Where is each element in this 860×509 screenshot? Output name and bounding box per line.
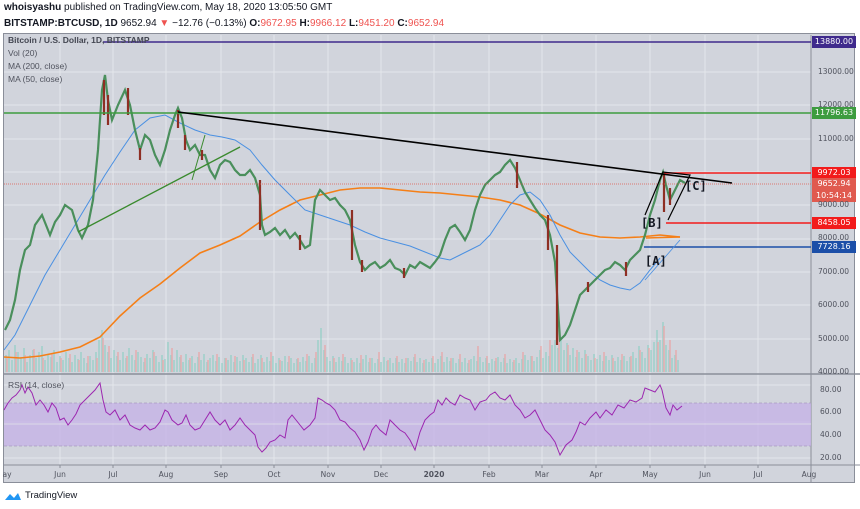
price-axis-label: 6000.00 xyxy=(818,300,850,309)
price-axis-label: 8000.00 xyxy=(818,233,850,242)
price-axis-label: 4000.00 xyxy=(818,367,850,376)
low-label: L: xyxy=(348,18,359,29)
price-axis-label: 11000.00 xyxy=(818,134,854,143)
time-axis-label: May xyxy=(642,470,658,479)
price-change: −12.76 (−0.13%) xyxy=(172,18,247,29)
wedge-pattern xyxy=(644,171,691,221)
wave-label-c: [C] xyxy=(685,179,707,193)
author-name[interactable]: whoisyashu xyxy=(4,2,62,13)
wave-label-b: [B] xyxy=(641,216,663,230)
rsi-line xyxy=(3,381,683,457)
price-axis-label: 5000.00 xyxy=(818,334,850,343)
symbol-name: BITSTAMP:BTCUSD, 1D xyxy=(4,18,118,29)
time-axis-label: Jun xyxy=(54,470,66,479)
price-axis-label: 7000.00 xyxy=(818,267,850,276)
grid-lines xyxy=(4,35,811,465)
price-tag-11796: 11796.63 xyxy=(812,107,856,119)
volume-bars xyxy=(5,322,679,372)
descending-trendline xyxy=(177,111,733,184)
symbol-info-bar: BITSTAMP:BTCUSD, 1D 9652.94 ▼ −12.76 (−0… xyxy=(4,18,444,29)
ma200-tail xyxy=(645,236,681,239)
rsi-axis-label: 40.00 xyxy=(820,430,842,439)
legend-ma200[interactable]: MA (200, close) xyxy=(8,61,68,71)
time-axis-label: Aug xyxy=(158,470,174,479)
time-axis-label: Sep xyxy=(213,470,229,479)
wave-label-a: [A] xyxy=(645,254,667,268)
low-value: 9451.20 xyxy=(358,18,395,29)
chart-legend: Bitcoin / U.S. Dollar, 1D, BITSTAMP Vol … xyxy=(8,34,150,86)
close-label: C: xyxy=(397,18,408,29)
open-value: 9672.95 xyxy=(260,18,297,29)
rsi-axis-label: 20.00 xyxy=(820,453,842,462)
price-tag-13880: 13880.00 xyxy=(812,36,856,48)
time-axis-label: Aug xyxy=(801,470,817,479)
rsi-axis-label: 60.00 xyxy=(820,407,842,416)
open-label: O: xyxy=(249,18,261,29)
published-text: published on TradingView.com, May 18, 20… xyxy=(64,2,333,13)
ma50-line xyxy=(3,114,661,351)
time-axis-label: Nov xyxy=(320,470,336,479)
high-value: 9966.12 xyxy=(310,18,347,29)
tradingview-cloud-icon xyxy=(5,492,21,500)
time-axis-label: Oct xyxy=(267,470,281,479)
price-tag-8458: 8458.05 xyxy=(812,217,856,229)
time-axis-label: 2020 xyxy=(423,470,445,479)
time-axis-label: Jul xyxy=(108,470,118,479)
price-candles xyxy=(4,74,686,343)
time-axis-label: Jun xyxy=(699,470,711,479)
price-axis-label: 9000.00 xyxy=(818,200,850,209)
rsi-axis-label: 80.00 xyxy=(820,385,842,394)
rsi-band xyxy=(4,403,811,446)
time-axis-label: ay xyxy=(2,470,12,479)
red-candles xyxy=(102,80,672,345)
price-tag-7728: 7728.16 xyxy=(812,241,856,253)
time-axis-label: Feb xyxy=(482,470,496,479)
time-axis-label: Mar xyxy=(534,470,550,479)
publish-info: whoisyashu published on TradingView.com,… xyxy=(4,2,332,13)
close-value: 9652.94 xyxy=(407,18,445,29)
short-green-line xyxy=(191,134,206,181)
rsi-legend[interactable]: RSI (14, close) xyxy=(8,380,65,390)
brand-name: TradingView xyxy=(25,490,78,501)
time-axis-label: Dec xyxy=(373,470,389,479)
price-axis-label: 12000.00 xyxy=(818,100,854,109)
ascending-trendline xyxy=(77,146,241,233)
price-tag-last: 9652.94 xyxy=(812,178,856,190)
last-price: 9652.94 xyxy=(120,18,157,29)
tradingview-logo[interactable]: TradingView xyxy=(4,490,77,501)
ma50-projection xyxy=(644,239,681,281)
time-axis-label: Apr xyxy=(589,470,603,479)
price-tag-9972: 9972.03 xyxy=(812,167,856,179)
ma200-line xyxy=(3,187,681,359)
high-label: H: xyxy=(299,18,310,29)
legend-ma50[interactable]: MA (50, close) xyxy=(8,74,63,84)
legend-volume[interactable]: Vol (20) xyxy=(8,48,38,58)
down-triangle-icon: ▼ xyxy=(159,18,170,29)
legend-title[interactable]: Bitcoin / U.S. Dollar, 1D, BITSTAMP xyxy=(8,35,150,45)
time-axis-label: Jul xyxy=(753,470,763,479)
price-axis-label: 13000.00 xyxy=(818,67,854,76)
countdown-tag: 10:54:14 xyxy=(812,190,856,202)
